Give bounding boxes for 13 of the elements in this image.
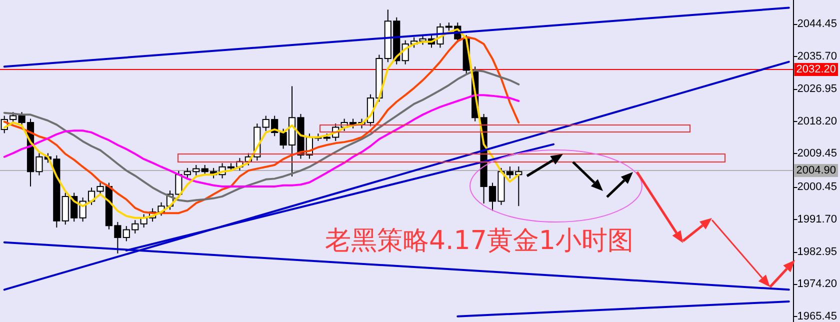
y-tick-label: 2018.20 [797, 115, 838, 128]
y-tick-label: 1991.70 [797, 213, 838, 226]
y-tick-label: 2026.95 [797, 82, 838, 95]
y-tick-label: 2044.45 [797, 18, 838, 30]
y-tick-label: 1974.20 [797, 278, 838, 290]
y-tick-label: 1982.95 [797, 246, 838, 258]
y-tick-label: 2000.45 [797, 181, 838, 194]
y-tick-label: 1965.45 [797, 310, 838, 322]
annotation: 老黑策略4.17黄金1小时图 [325, 226, 634, 256]
y-tick-label: 2009.45 [797, 148, 838, 160]
ref-line-label: 2004.90 [796, 164, 836, 177]
ref-line-label: 2032.20 [796, 64, 836, 76]
y-tick-label: 2035.70 [797, 50, 838, 63]
